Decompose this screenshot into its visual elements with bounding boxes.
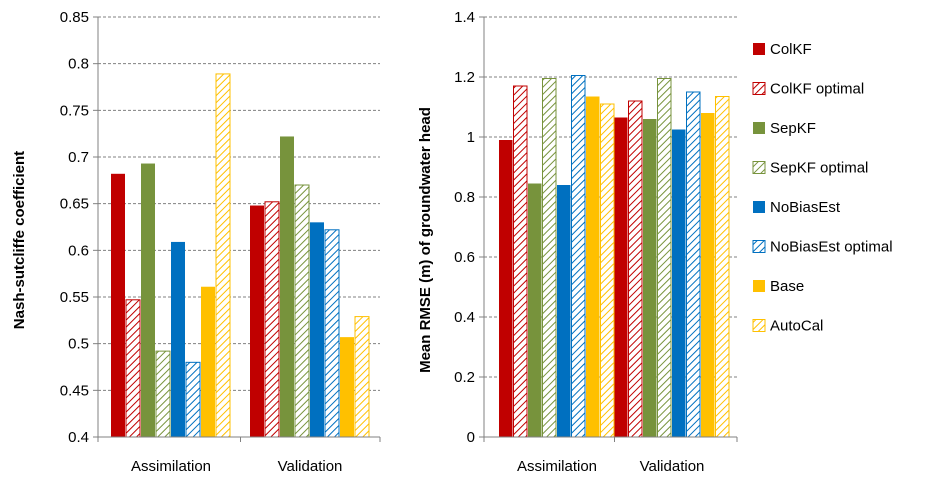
legend-label-colkf-optimal: ColKF optimal bbox=[770, 81, 864, 98]
right-y-tick-label: 0.6 bbox=[454, 249, 475, 266]
left-bar-base-validation bbox=[340, 337, 354, 437]
right-y-tick-label: 1 bbox=[467, 129, 475, 146]
legend-swatch-colkf-optimal bbox=[752, 82, 766, 95]
right-bar-colkf-assimilation bbox=[499, 140, 513, 437]
left-bar-nobiasest-optimal-assimilation bbox=[185, 361, 201, 438]
right-bar-base-assimilation bbox=[586, 96, 600, 437]
right-bar-sepkf-optimal-validation bbox=[657, 78, 672, 438]
left-y-axis-label: Nash-sutcliffe coefficient bbox=[11, 151, 28, 329]
left-bar-autocal-assimilation bbox=[215, 73, 231, 438]
legend-label-colkf: ColKF bbox=[770, 41, 812, 58]
right-x-tick-label-validation: Validation bbox=[640, 458, 705, 475]
legend-swatch-nobiasest-optimal bbox=[752, 240, 766, 253]
right-y-tick-label: 0 bbox=[467, 429, 475, 446]
legend-label-autocal: AutoCal bbox=[770, 318, 823, 335]
right-y-axis-label: Mean RMSE (m) of groundwater head bbox=[417, 107, 434, 373]
right-bar-sepkf-validation bbox=[643, 119, 657, 437]
legend-label-nobiasest: NoBiasEst bbox=[770, 199, 841, 216]
right-y-tick-label: 0.8 bbox=[454, 189, 475, 206]
right-bars bbox=[499, 75, 730, 438]
right-axes bbox=[479, 16, 738, 442]
chart-nash-sutcliffe: 0.4 0.45 0.5 0.55 0.6 0.65 0.7 0.75 0.8 0.85 Assim… bbox=[11, 9, 381, 475]
left-bar-sepkf-optimal-validation bbox=[294, 184, 310, 438]
chart-rmse: 0 0.2 0.4 0.6 0.8 1 1.2 1.4 Assimilation Validati… bbox=[417, 9, 738, 475]
right-bar-autocal-validation bbox=[715, 96, 730, 438]
right-bar-base-validation bbox=[701, 113, 715, 437]
left-bar-sepkf-validation bbox=[280, 136, 294, 437]
left-bar-colkf-assimilation bbox=[111, 173, 125, 438]
right-tick-labels: 0 0.2 0.4 0.6 0.8 1 1.2 1.4 Assimilation Validati… bbox=[454, 9, 704, 475]
right-y-tick-label: 0.4 bbox=[454, 309, 475, 326]
left-tick-labels: 0.4 0.45 0.5 0.55 0.6 0.65 0.7 0.75 0.8 0.85 Assim… bbox=[60, 9, 343, 475]
left-y-tick-label: 0.5 bbox=[68, 336, 89, 353]
left-y-tick-label: 0.6 bbox=[68, 242, 89, 259]
right-y-tick-label: 1.2 bbox=[454, 69, 475, 86]
left-x-tick-label-validation: Validation bbox=[278, 458, 343, 475]
left-bar-autocal-validation bbox=[354, 316, 370, 438]
left-x-tick-label-assimilation: Assimilation bbox=[131, 458, 211, 475]
right-bar-sepkf-assimilation bbox=[528, 183, 542, 437]
right-bar-autocal-assimilation bbox=[600, 103, 615, 438]
legend-label-base: Base bbox=[770, 278, 804, 295]
legend-swatch-base bbox=[753, 280, 765, 292]
right-bar-colkf-optimal-validation bbox=[628, 100, 643, 438]
left-y-tick-label: 0.4 bbox=[68, 429, 89, 446]
right-bar-sepkf-optimal-assimilation bbox=[542, 78, 557, 438]
legend-swatch-sepkf bbox=[753, 122, 765, 134]
right-y-tick-label: 1.4 bbox=[454, 9, 475, 26]
right-bar-nobiasest-assimilation bbox=[557, 185, 571, 437]
left-bar-colkf-optimal-assimilation bbox=[125, 299, 141, 438]
right-bar-colkf-optimal-assimilation bbox=[513, 85, 528, 438]
right-bar-nobiasest-optimal-validation bbox=[686, 91, 701, 438]
left-y-tick-label: 0.55 bbox=[60, 289, 89, 306]
left-y-tick-label: 0.8 bbox=[68, 56, 89, 73]
legend-swatch-sepkf-optimal bbox=[752, 161, 766, 174]
legend: ColKF ColKF optimal SepKF SepKF optimal NoBi… bbox=[752, 41, 893, 335]
left-y-tick-label: 0.65 bbox=[60, 196, 89, 213]
legend-label-sepkf-optimal: SepKF optimal bbox=[770, 160, 868, 177]
left-axes bbox=[93, 16, 381, 442]
legend-label-nobiasest-optimal: NoBiasEst optimal bbox=[770, 239, 893, 256]
right-bar-nobiasest-optimal-assimilation bbox=[571, 75, 586, 438]
left-bar-sepkf-optimal-assimilation bbox=[155, 350, 171, 438]
left-y-tick-label: 0.75 bbox=[60, 102, 89, 119]
right-bar-colkf-validation bbox=[614, 117, 628, 437]
left-bar-nobiasest-assimilation bbox=[171, 241, 185, 437]
left-y-tick-label: 0.7 bbox=[68, 149, 89, 166]
legend-swatch-nobiasest bbox=[753, 201, 765, 213]
left-bar-colkf-validation bbox=[250, 205, 264, 437]
legend-swatch-colkf bbox=[753, 43, 765, 55]
right-x-tick-label-assimilation: Assimilation bbox=[517, 458, 597, 475]
left-bar-nobiasest-optimal-validation bbox=[324, 229, 340, 438]
left-bar-colkf-optimal-validation bbox=[264, 201, 280, 438]
left-bars bbox=[111, 73, 370, 438]
left-bar-sepkf-assimilation bbox=[141, 163, 155, 437]
left-y-tick-label: 0.85 bbox=[60, 9, 89, 26]
legend-swatch-autocal bbox=[752, 319, 766, 332]
right-y-tick-label: 0.2 bbox=[454, 369, 475, 386]
left-y-tick-label: 0.45 bbox=[60, 382, 89, 399]
left-bar-base-assimilation bbox=[201, 286, 215, 437]
left-bar-nobiasest-validation bbox=[310, 222, 324, 437]
right-bar-nobiasest-validation bbox=[672, 129, 686, 437]
legend-label-sepkf: SepKF bbox=[770, 120, 816, 137]
